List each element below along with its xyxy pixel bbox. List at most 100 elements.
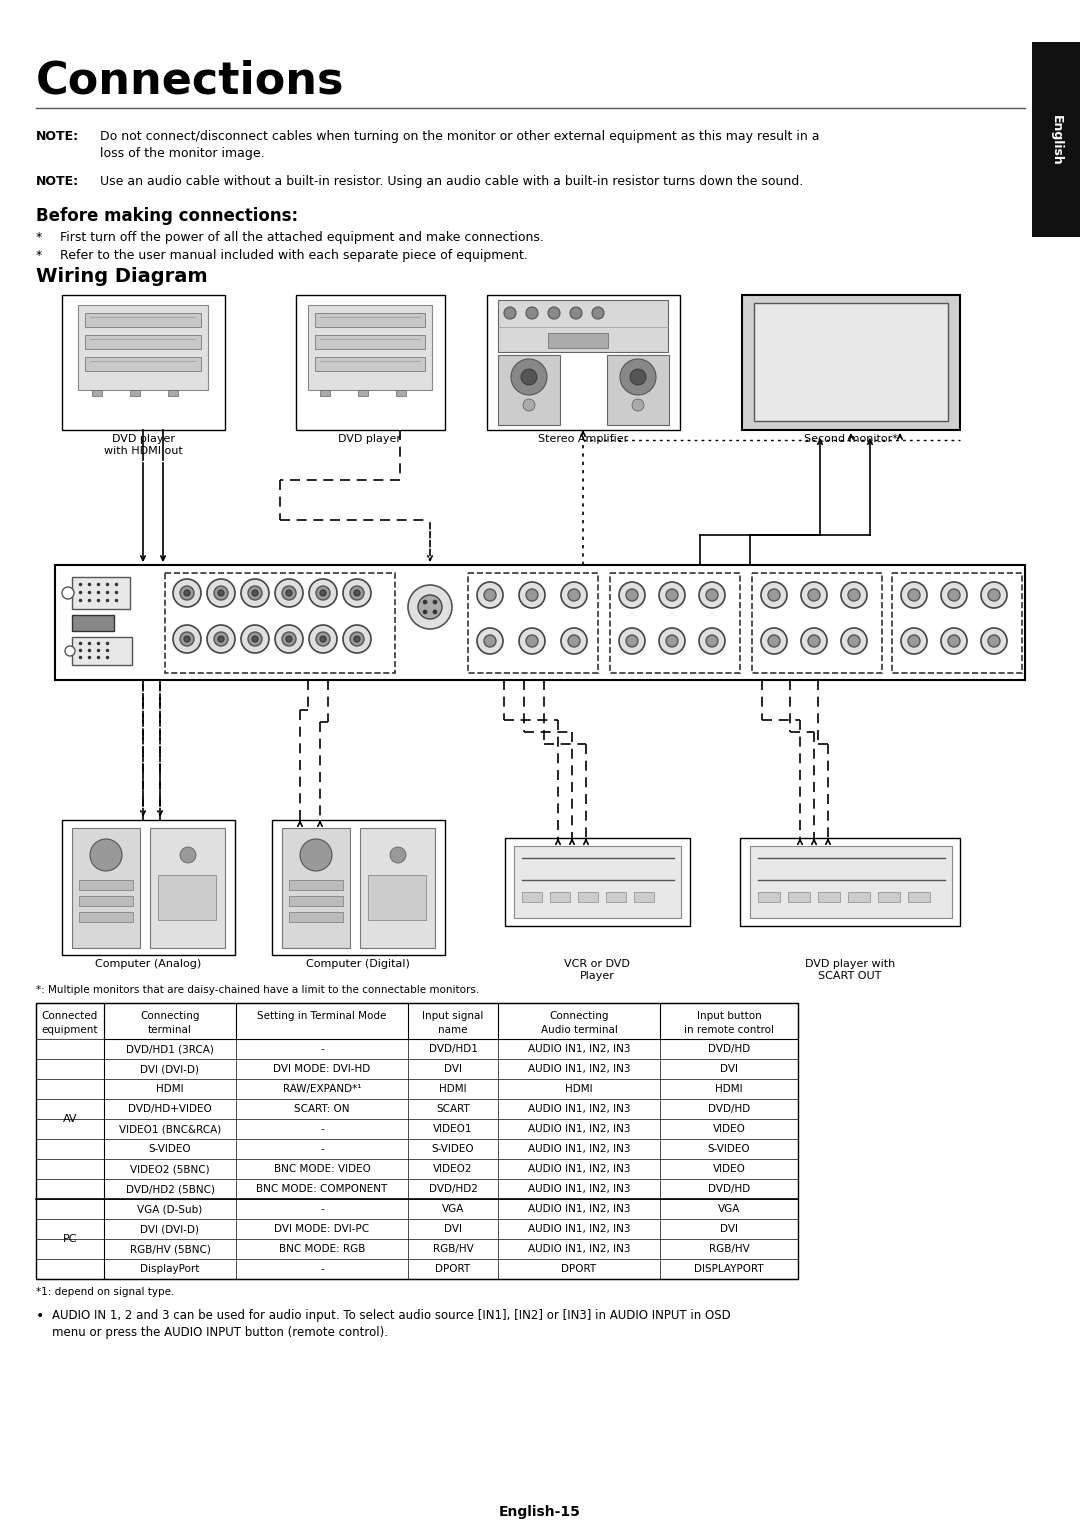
Circle shape: [981, 582, 1007, 608]
Text: DVI: DVI: [720, 1063, 738, 1074]
Bar: [36, 1199, 104, 1279]
Text: in remote control: in remote control: [684, 1025, 774, 1034]
Bar: [396, 390, 406, 396]
Text: menu or press the AUDIO INPUT button (remote control).: menu or press the AUDIO INPUT button (re…: [52, 1326, 388, 1339]
Circle shape: [343, 625, 372, 652]
Text: DVD/HD: DVD/HD: [707, 1184, 751, 1193]
Bar: [168, 390, 178, 396]
Circle shape: [218, 636, 224, 642]
Text: DPORT: DPORT: [435, 1264, 471, 1274]
Bar: [607, 354, 669, 425]
Text: AUDIO IN1, IN2, IN3: AUDIO IN1, IN2, IN3: [528, 1184, 631, 1193]
Text: Stereo Amplifier: Stereo Amplifier: [538, 434, 629, 445]
Circle shape: [350, 587, 364, 601]
Circle shape: [592, 307, 604, 319]
Circle shape: [184, 636, 190, 642]
Circle shape: [706, 636, 718, 646]
Bar: [289, 880, 343, 889]
Circle shape: [568, 636, 580, 646]
Text: Computer (Digital): Computer (Digital): [306, 960, 410, 969]
Circle shape: [908, 588, 920, 601]
Text: DVI MODE: DVI-HD: DVI MODE: DVI-HD: [273, 1063, 370, 1074]
Bar: [548, 333, 608, 348]
Text: First turn off the power of all the attached equipment and make connections.: First turn off the power of all the atta…: [60, 231, 544, 244]
Text: -: -: [320, 1144, 324, 1154]
Circle shape: [354, 590, 360, 596]
Circle shape: [275, 579, 303, 607]
Text: DVD/HD: DVD/HD: [707, 1044, 751, 1054]
Bar: [892, 573, 1022, 672]
Text: HDMI: HDMI: [440, 1083, 467, 1094]
Bar: [79, 895, 133, 906]
Text: VGA: VGA: [718, 1204, 740, 1215]
Bar: [150, 828, 225, 947]
Text: AUDIO IN1, IN2, IN3: AUDIO IN1, IN2, IN3: [528, 1144, 631, 1154]
Text: DVD/HD1 (3RCA): DVD/HD1 (3RCA): [126, 1044, 214, 1054]
Circle shape: [173, 579, 201, 607]
Bar: [79, 880, 133, 889]
Circle shape: [666, 588, 678, 601]
Circle shape: [808, 636, 820, 646]
Text: -: -: [320, 1264, 324, 1274]
Bar: [36, 1002, 798, 1279]
Bar: [606, 892, 626, 902]
Circle shape: [286, 590, 292, 596]
Bar: [848, 892, 870, 902]
Bar: [55, 565, 1025, 680]
Bar: [130, 390, 140, 396]
Bar: [818, 892, 840, 902]
Circle shape: [62, 587, 75, 599]
Circle shape: [526, 588, 538, 601]
Text: Connecting: Connecting: [550, 1012, 609, 1021]
Bar: [289, 895, 343, 906]
Text: Do not connect/disconnect cables when turning on the monitor or other external e: Do not connect/disconnect cables when tu…: [100, 130, 820, 144]
Text: English: English: [1050, 115, 1063, 165]
Bar: [308, 306, 432, 390]
Text: RGB/HV (5BNC): RGB/HV (5BNC): [130, 1244, 211, 1254]
Text: NOTE:: NOTE:: [36, 176, 79, 188]
Text: -: -: [320, 1125, 324, 1134]
Circle shape: [320, 636, 326, 642]
Circle shape: [699, 582, 725, 608]
Text: AUDIO IN1, IN2, IN3: AUDIO IN1, IN2, IN3: [528, 1164, 631, 1174]
Circle shape: [561, 582, 588, 608]
Circle shape: [699, 628, 725, 654]
Text: AUDIO IN1, IN2, IN3: AUDIO IN1, IN2, IN3: [528, 1105, 631, 1114]
Bar: [158, 876, 216, 920]
Text: BNC MODE: VIDEO: BNC MODE: VIDEO: [273, 1164, 370, 1174]
Circle shape: [433, 610, 437, 614]
Bar: [788, 892, 810, 902]
Bar: [1032, 41, 1080, 237]
Text: AUDIO IN1, IN2, IN3: AUDIO IN1, IN2, IN3: [528, 1044, 631, 1054]
Bar: [878, 892, 900, 902]
Text: S-VIDEO: S-VIDEO: [432, 1144, 474, 1154]
Bar: [610, 573, 740, 672]
Bar: [62, 295, 225, 429]
Circle shape: [761, 628, 787, 654]
Circle shape: [408, 585, 453, 630]
Text: SCART: SCART: [436, 1105, 470, 1114]
Circle shape: [300, 839, 332, 871]
Text: VGA (D-Sub): VGA (D-Sub): [137, 1204, 203, 1215]
Text: -: -: [320, 1204, 324, 1215]
Text: DVD player: DVD player: [338, 434, 402, 445]
Text: AUDIO IN1, IN2, IN3: AUDIO IN1, IN2, IN3: [528, 1224, 631, 1235]
Bar: [498, 299, 669, 351]
Text: equipment: equipment: [42, 1025, 98, 1034]
Circle shape: [184, 590, 190, 596]
Bar: [578, 892, 598, 902]
Text: Computer (Analog): Computer (Analog): [95, 960, 201, 969]
Circle shape: [801, 582, 827, 608]
Bar: [320, 390, 330, 396]
Bar: [740, 837, 960, 926]
Text: *: *: [36, 249, 42, 261]
Circle shape: [282, 633, 296, 646]
Text: HDMI: HDMI: [565, 1083, 593, 1094]
Circle shape: [218, 590, 224, 596]
Bar: [360, 828, 435, 947]
Text: Before making connections:: Before making connections:: [36, 206, 298, 225]
Text: Input button: Input button: [697, 1012, 761, 1021]
Circle shape: [988, 588, 1000, 601]
Text: Connecting: Connecting: [140, 1012, 200, 1021]
Bar: [85, 313, 201, 327]
